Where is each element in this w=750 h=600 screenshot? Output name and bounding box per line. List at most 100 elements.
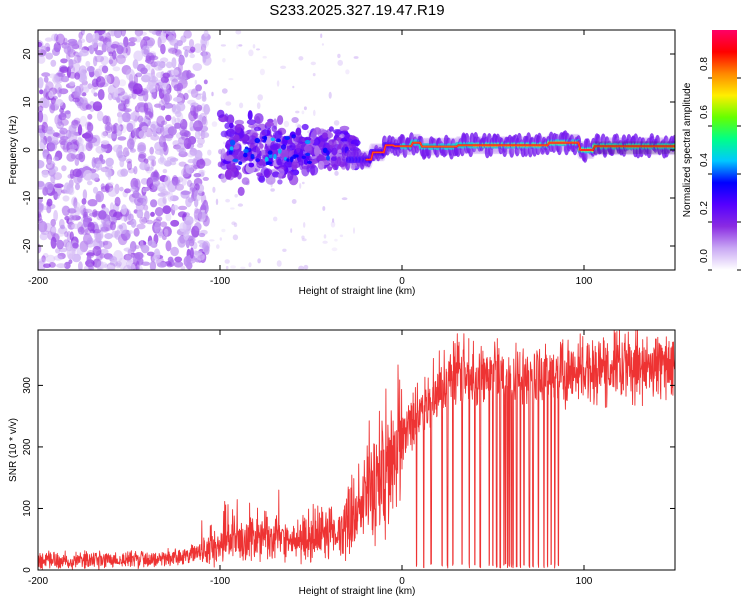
- heatmap-cell: [68, 124, 77, 134]
- heatmap-cell: [118, 102, 124, 110]
- heatmap-cell: [159, 155, 165, 163]
- heatmap-cell: [265, 121, 274, 127]
- heatmap-cell: [38, 77, 44, 89]
- heatmap-cell: [193, 208, 203, 221]
- heatmap-cell: [195, 84, 203, 92]
- heatmap-cell: [91, 38, 98, 48]
- heatmap-cell: [290, 228, 293, 233]
- heatmap-cell: [111, 216, 117, 221]
- heatmap-cell: [175, 110, 182, 118]
- heatmap-cell: [134, 30, 144, 37]
- heatmap-cell: [80, 68, 86, 81]
- heatmap-cell: [190, 88, 199, 98]
- heatmap-cell: [271, 125, 278, 132]
- heatmap-cell: [74, 157, 80, 166]
- heatmap-cell: [250, 153, 255, 160]
- heatmap-cell: [235, 30, 242, 35]
- heatmap-cell: [43, 263, 51, 269]
- heatmap-cell: [232, 158, 239, 163]
- heatmap-cell: [86, 66, 95, 73]
- heatmap-cell: [136, 209, 144, 219]
- heatmap-cell: [293, 136, 303, 143]
- spectrogram-xtick-label: 0: [399, 276, 405, 287]
- heatmap-cell: [228, 150, 233, 155]
- heatmap-cell: [76, 91, 83, 96]
- spectrogram-ytick-label: 20: [22, 48, 33, 60]
- heatmap-cell: [108, 59, 114, 65]
- heatmap-cell: [46, 183, 56, 190]
- heatmap-cell: [155, 251, 160, 258]
- heatmap-cell: [194, 79, 197, 85]
- heatmap-cell: [58, 112, 67, 121]
- heatmap-cell: [41, 113, 48, 125]
- heatmap-cell: [86, 180, 93, 186]
- heatmap-cell: [146, 177, 154, 189]
- heatmap-cell: [237, 186, 245, 196]
- heatmap-cell: [116, 54, 126, 65]
- snr-xtick-label: -100: [210, 576, 230, 587]
- heatmap-cell: [165, 212, 172, 222]
- heatmap-cell: [50, 227, 57, 233]
- heatmap-cell: [167, 34, 176, 43]
- heatmap-cell: [211, 121, 218, 127]
- heatmap-cell: [137, 115, 144, 123]
- heatmap-cell: [292, 160, 297, 166]
- heatmap-cell: [38, 110, 44, 123]
- heatmap-cell: [160, 188, 169, 198]
- heatmap-cell: [55, 33, 65, 46]
- heatmap-cell: [284, 160, 294, 168]
- heatmap-cell: [193, 189, 202, 202]
- heatmap-cell: [219, 237, 222, 241]
- heatmap-cell: [115, 262, 121, 269]
- heatmap-cell: [107, 133, 117, 139]
- heatmap-cell: [50, 236, 57, 249]
- heatmap-cell: [312, 73, 316, 77]
- heatmap-cell: [194, 222, 202, 232]
- heatmap-cell: [197, 93, 203, 96]
- heatmap-cell: [337, 53, 341, 59]
- heatmap-cell: [177, 205, 188, 211]
- heatmap-cell: [146, 168, 152, 174]
- colorbar-label: Normalized spectral amplitude: [682, 82, 693, 217]
- heatmap-cell: [38, 221, 48, 233]
- heatmap-cell: [121, 204, 127, 215]
- heatmap-cell: [94, 68, 102, 78]
- heatmap-cell: [201, 132, 210, 138]
- heatmap-cell: [47, 141, 58, 152]
- heatmap-cell: [187, 151, 195, 158]
- heatmap-cell: [243, 148, 249, 154]
- heatmap-cell: [233, 222, 238, 228]
- heatmap-cell: [72, 168, 82, 178]
- heatmap-cell: [71, 215, 81, 221]
- heatmap-cell: [220, 44, 226, 47]
- heatmap-cell: [57, 227, 65, 237]
- heatmap-cell: [193, 43, 203, 53]
- heatmap-cell: [183, 30, 192, 39]
- heatmap-cell: [118, 144, 123, 149]
- heatmap-cell: [56, 239, 64, 250]
- heatmap-cell: [38, 159, 45, 169]
- heatmap-cell: [339, 133, 345, 139]
- heatmap-cell: [96, 160, 103, 171]
- heatmap-cell: [134, 196, 144, 206]
- heatmap-cell: [111, 124, 117, 135]
- heatmap-cell: [50, 174, 56, 184]
- heatmap-cell: [332, 218, 335, 223]
- heatmap-cell: [114, 230, 121, 240]
- heatmap-cell: [248, 49, 254, 57]
- heatmap-cell: [144, 210, 150, 221]
- heatmap-cell: [68, 212, 76, 223]
- heatmap-cell: [180, 190, 190, 199]
- tone-core-highlight: [365, 142, 675, 161]
- heatmap-cell: [133, 166, 138, 175]
- heatmap-cell: [322, 206, 326, 211]
- heatmap-cell: [100, 186, 108, 193]
- heatmap-cell: [120, 222, 127, 234]
- snr-line: [38, 330, 675, 570]
- heatmap-cell: [105, 220, 112, 225]
- heatmap-cell: [160, 221, 168, 228]
- heatmap-cell: [82, 84, 88, 90]
- heatmap-cell: [192, 102, 196, 106]
- heatmap-cell: [46, 129, 55, 135]
- heatmap-cell: [159, 57, 169, 63]
